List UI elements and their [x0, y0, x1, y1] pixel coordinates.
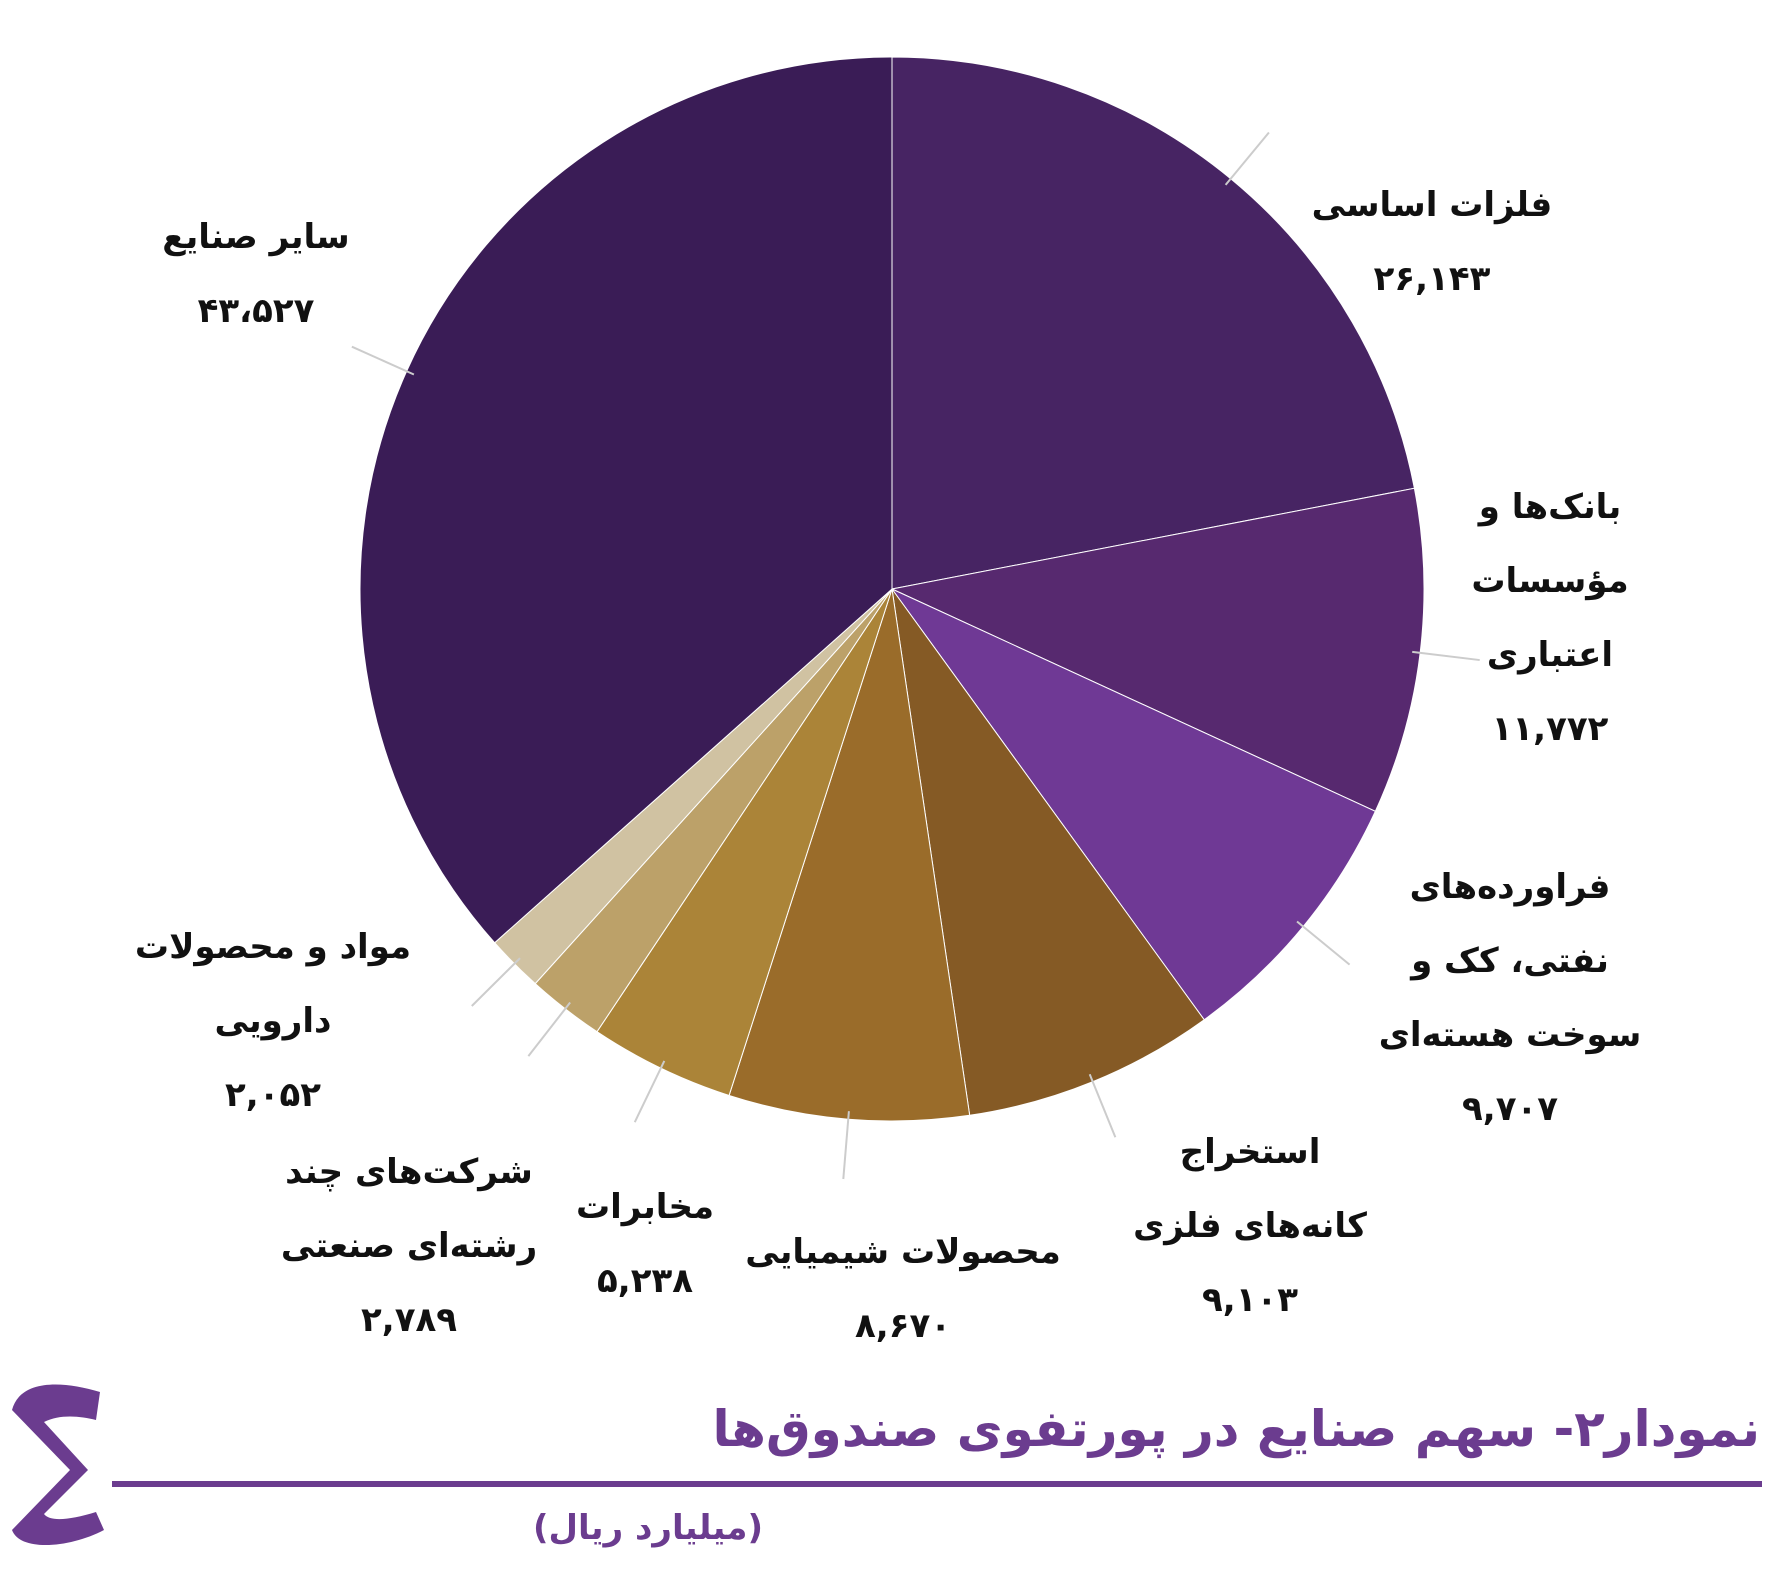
slice-label: فراورده‌های نفتی، کک و سوخت هسته‌ای ۹,۷۰۷: [1360, 850, 1660, 1146]
category-label: مخابرات: [575, 1187, 715, 1227]
slice-label: سایر صنایع ۴۳،۵۲۷: [126, 200, 386, 348]
leader-line: [1088, 1073, 1117, 1138]
slice-label: بانک‌ها و مؤسسات اعتباری ۱۱,۷۷۲: [1450, 470, 1650, 766]
slice-label: فلزات اساسی ۲۶,۱۴۳: [1302, 168, 1562, 316]
leader-line: [633, 1060, 666, 1123]
logo: [12, 1384, 104, 1546]
leader-line: [471, 957, 521, 1007]
category-label: مواد و محصولات دارویی: [134, 927, 412, 1041]
value-label: ۹,۷۰۷: [1462, 1089, 1558, 1129]
slice-label: شرکت‌های چند رشته‌ای صنعتی ۲,۷۸۹: [259, 1135, 559, 1357]
value-label: ۴۳،۵۲۷: [197, 291, 315, 331]
chart-title: نمودار۲- سهم صنایع در پورتفوی صندوق‌ها: [712, 1400, 1760, 1458]
category-label: فلزات اساسی: [1311, 185, 1553, 225]
value-label: ۲,۰۵۲: [225, 1075, 321, 1115]
category-label: شرکت‌های چند رشته‌ای صنعتی: [280, 1152, 538, 1266]
leader-line: [1224, 131, 1270, 186]
leader-line: [351, 345, 415, 376]
category-label: بانک‌ها و مؤسسات اعتباری: [1471, 487, 1629, 675]
value-label: ۵,۲۳۸: [597, 1261, 693, 1301]
value-label: ۱۱,۷۷۲: [1491, 709, 1609, 749]
category-label: استخراج کانه‌های فلزی: [1133, 1132, 1367, 1246]
value-label: ۹,۱۰۳: [1202, 1280, 1298, 1320]
slice-label: استخراج کانه‌های فلزی ۹,۱۰۳: [1120, 1115, 1380, 1337]
leader-line: [1296, 920, 1351, 966]
slice-label: مواد و محصولات دارویی ۲,۰۵۲: [123, 910, 423, 1132]
value-label: ۲۶,۱۴۳: [1373, 259, 1491, 299]
leader-line: [842, 1111, 850, 1180]
value-label: ۲,۷۸۹: [361, 1300, 457, 1340]
chart-subtitle: (میلیارد ریال): [533, 1508, 763, 1548]
slice-label: مخابرات ۵,۲۳۸: [555, 1170, 735, 1318]
slice-label: محصولات شیمیایی ۸,۶۷۰: [733, 1215, 1073, 1363]
category-label: محصولات شیمیایی: [745, 1232, 1061, 1272]
value-label: ۸,۶۷۰: [855, 1306, 951, 1346]
leader-line: [527, 1001, 571, 1057]
category-label: سایر صنایع: [162, 217, 350, 257]
leader-line: [1412, 650, 1480, 662]
category-label: فراورده‌های نفتی، کک و سوخت هسته‌ای: [1378, 867, 1642, 1055]
